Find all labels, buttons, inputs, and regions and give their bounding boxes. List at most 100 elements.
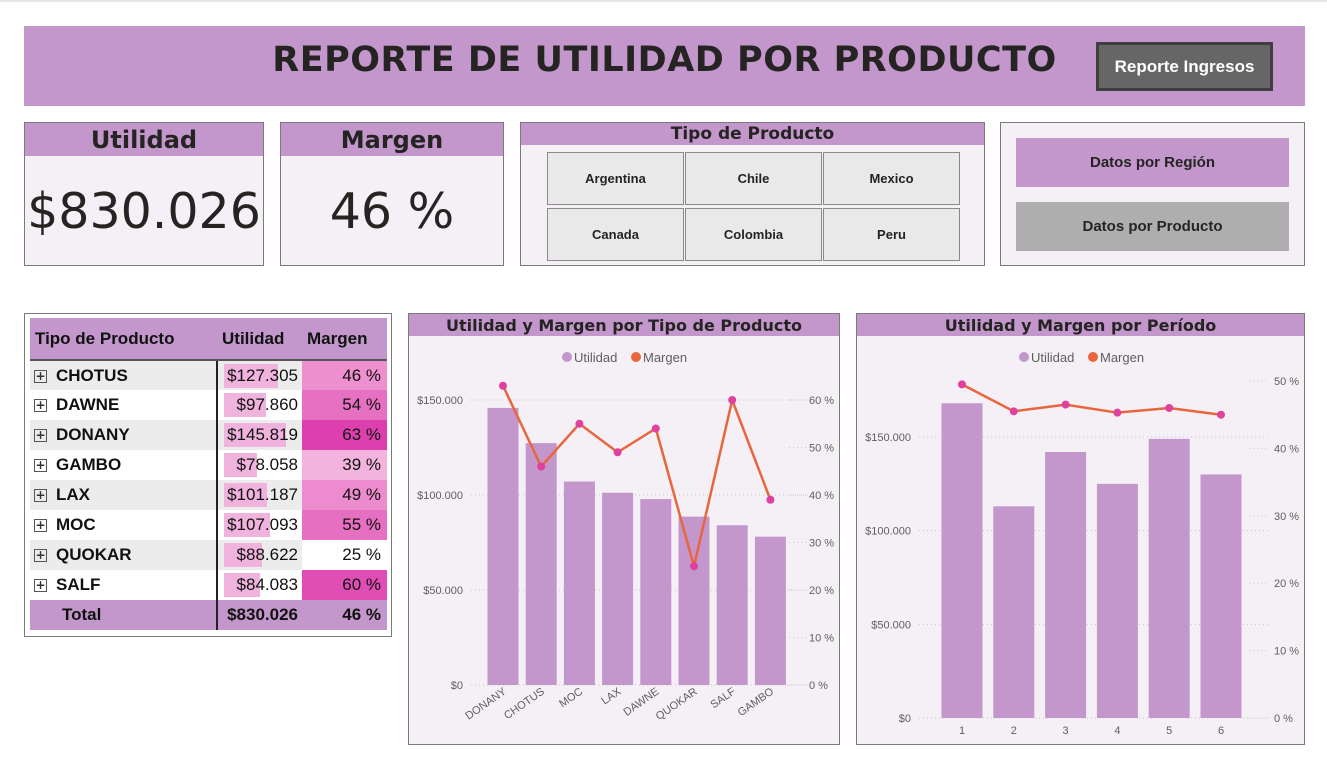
bar-utilidad [716, 525, 748, 685]
bar-utilidad [1045, 451, 1087, 718]
row-margen: 63 % [302, 420, 387, 450]
utilidad-databar [224, 364, 279, 388]
row-product-label: CHOTUS [56, 365, 128, 385]
y-left-tick-label: $0 [451, 680, 463, 692]
point-margen [1113, 408, 1122, 417]
row-utilidad: $78.058 [216, 450, 302, 480]
header-utilidad[interactable]: Utilidad [217, 318, 302, 361]
row-utilidad: $88.622 [216, 540, 302, 570]
expand-plus-icon[interactable]: + [34, 518, 47, 533]
table-row[interactable]: + DONANY $145.819 63 % [30, 420, 387, 450]
slicer-option-canada[interactable]: Canada [547, 208, 684, 261]
y-right-tick-label: 60 % [809, 395, 834, 407]
point-margen [537, 462, 546, 471]
header-margen[interactable]: Margen [302, 318, 387, 361]
x-tick-label: CHOTUS [502, 686, 547, 722]
product-matrix: Tipo de Producto Utilidad Margen + CHOTUS… [30, 318, 387, 630]
kpi-card-utilidad: Utilidad $830.026 [24, 122, 264, 266]
total-label-text: Total [62, 605, 102, 624]
utilidad-databar [224, 453, 258, 477]
table-row[interactable]: + MOC $107.093 55 % [30, 510, 387, 540]
slicer-option-colombia[interactable]: Colombia [685, 208, 822, 261]
row-product-name: + MOC [30, 510, 217, 540]
y-right-tick-label: 40 % [1274, 443, 1299, 455]
row-utilidad: $127.305 [216, 360, 302, 390]
utilidad-databar [224, 483, 268, 507]
bar-utilidad [602, 492, 634, 685]
y-right-tick-label: 30 % [1274, 511, 1299, 523]
bar-utilidad [941, 403, 983, 718]
chart-producto: Utilidad Margen $0 $50.000 $100.000 $150.000 0… [417, 350, 834, 723]
row-utilidad-value: $127.305 [227, 365, 298, 385]
point-margen [1165, 403, 1174, 412]
slicer-option-chile[interactable]: Chile [685, 152, 822, 205]
total-margen: 46 % [302, 600, 387, 630]
y-right-tick-label: 0 % [809, 680, 828, 692]
line-margen [501, 385, 772, 567]
utilidad-databar [224, 543, 262, 567]
table-row[interactable]: + DAWNE $97.860 54 % [30, 390, 387, 420]
slicer-option-mexico[interactable]: Mexico [823, 152, 960, 205]
row-product-label: GAMBO [56, 455, 122, 474]
row-product-label: QUOKAR [56, 545, 132, 564]
total-label: Total [30, 600, 217, 630]
y-left-tick-label: $100.000 [865, 526, 911, 538]
expand-plus-icon[interactable]: + [34, 488, 47, 503]
y-left-tick-label: $50.000 [871, 619, 911, 631]
table-row[interactable]: + SALF $84.083 60 % [30, 570, 387, 600]
y-right-tick-label: 30 % [809, 538, 834, 550]
row-utilidad: $145.819 [216, 420, 302, 450]
table-row[interactable]: + GAMBO $78.058 39 % [30, 450, 387, 480]
row-product-name: + SALF [30, 570, 217, 600]
row-product-label: DONANY [56, 425, 130, 444]
y-right-tick-label: 50 % [809, 443, 834, 455]
slicer-option-argentina[interactable]: Argentina [547, 152, 684, 205]
x-tick-label: 5 [1166, 725, 1172, 737]
row-utilidad-value: $84.083 [236, 575, 298, 594]
row-utilidad: $84.083 [216, 570, 302, 600]
point-margen [1009, 407, 1018, 416]
bar-utilidad [678, 516, 710, 685]
total-utilidad: $830.026 [216, 600, 302, 630]
expand-plus-icon[interactable]: + [34, 398, 47, 413]
bar-utilidad [1200, 474, 1242, 718]
row-product-label: LAX [56, 485, 90, 504]
point-margen [1061, 400, 1070, 409]
tipo-producto-slicer: Tipo de Producto Argentina Chile Mexico … [520, 122, 985, 266]
row-margen: 49 % [302, 480, 387, 510]
expand-plus-icon[interactable]: + [34, 368, 47, 383]
legend-margen-marker [631, 352, 641, 362]
expand-plus-icon[interactable]: + [34, 428, 47, 443]
point-margen [958, 380, 966, 389]
y-left-tick-label: $0 [899, 713, 911, 725]
utilidad-databar [224, 423, 286, 447]
chart-producto-card: Utilidad y Margen por Tipo de Producto U… [408, 313, 840, 745]
expand-plus-icon[interactable]: + [34, 578, 47, 593]
matrix-header-row: Tipo de Producto Utilidad Margen [30, 318, 387, 361]
datos-por-region-button[interactable]: Datos por Región [1016, 138, 1289, 187]
table-row[interactable]: + QUOKAR $88.622 25 % [30, 540, 387, 570]
x-tick-label: 3 [1063, 725, 1069, 737]
row-product-name: + LAX [30, 480, 217, 510]
point-margen [1217, 410, 1225, 419]
table-row[interactable]: + CHOTUS $127.305 46 % [30, 360, 387, 390]
table-row[interactable]: + LAX $101.187 49 % [30, 480, 387, 510]
expand-plus-icon[interactable]: + [34, 548, 47, 563]
point-margen [766, 495, 775, 504]
point-margen [575, 419, 584, 428]
datos-por-producto-button[interactable]: Datos por Producto [1016, 202, 1289, 251]
row-utilidad-value: $107.093 [227, 515, 298, 534]
reporte-ingresos-button[interactable]: Reporte Ingresos [1096, 42, 1273, 91]
row-utilidad: $107.093 [216, 510, 302, 540]
row-utilidad-value: $101.187 [227, 485, 298, 504]
product-matrix-card: Tipo de Producto Utilidad Margen + CHOTUS… [24, 313, 392, 637]
bar-utilidad [993, 506, 1035, 718]
slicer-option-peru[interactable]: Peru [823, 208, 960, 261]
row-product-name: + QUOKAR [30, 540, 217, 570]
y-right-tick-label: 10 % [809, 633, 834, 645]
legend-margen-marker [1088, 352, 1098, 362]
header-tipo-producto[interactable]: Tipo de Producto [30, 318, 217, 361]
bar-utilidad [487, 407, 519, 685]
bar-utilidad [754, 536, 786, 685]
expand-plus-icon[interactable]: + [34, 458, 47, 473]
